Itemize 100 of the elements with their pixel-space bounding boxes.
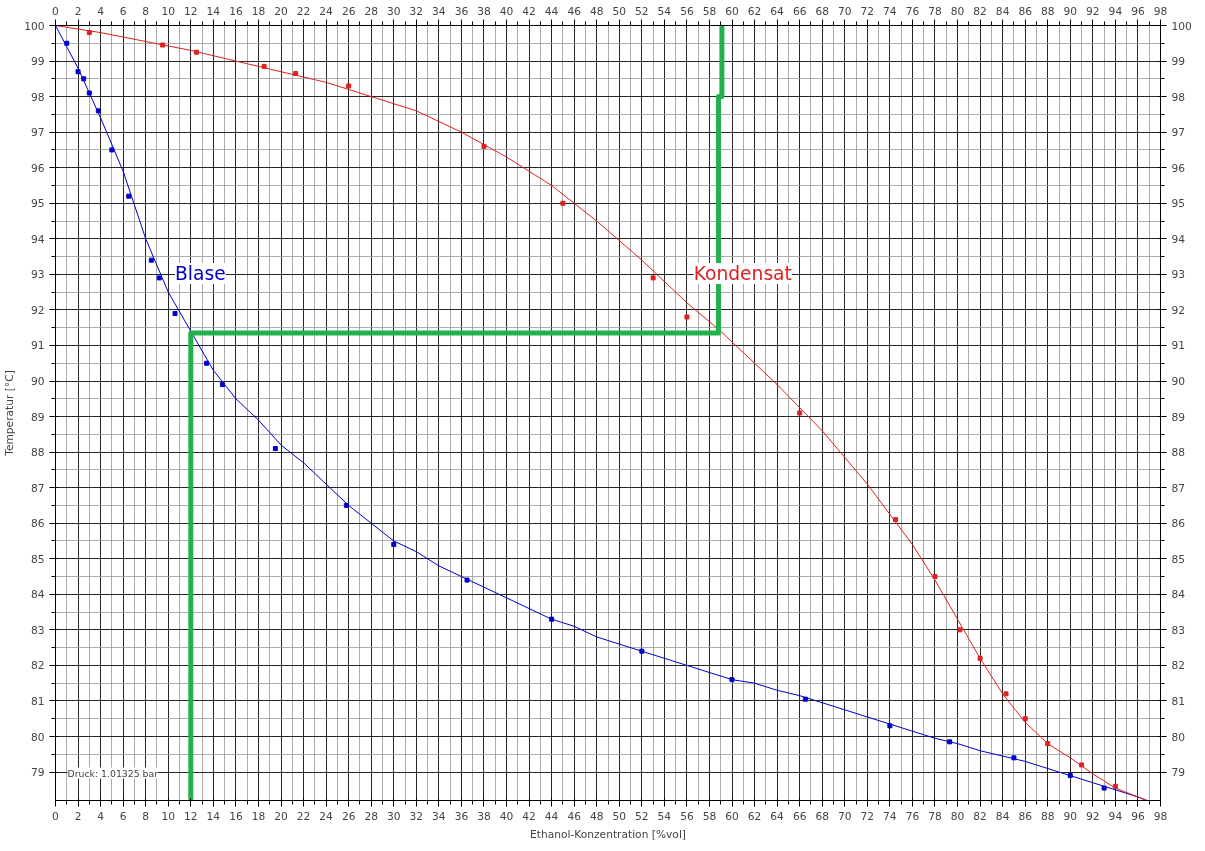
x2-tick-label: 26	[341, 809, 356, 823]
y2-tick-label: 99	[1171, 55, 1186, 69]
x2-tick-label: 16	[229, 809, 243, 823]
point	[639, 648, 645, 654]
x2-tick-label: 2	[74, 809, 82, 823]
x-tick-label: 70	[838, 4, 852, 18]
x-tick-label: 96	[1131, 4, 1145, 18]
point	[391, 542, 397, 548]
x-tick-label: 30	[386, 4, 401, 18]
point	[560, 200, 566, 206]
x2-tick-label: 38	[477, 809, 491, 823]
point	[957, 627, 963, 633]
y-tick-label: 90	[30, 375, 45, 388]
point	[95, 108, 101, 114]
x-tick-label: 2	[74, 4, 82, 18]
x-tick-label: 42	[522, 4, 536, 18]
y2-tick-label: 87	[1171, 481, 1186, 495]
x-tick-label: 34	[432, 4, 446, 18]
y-tick-label: 96	[30, 161, 45, 175]
y-tick-label: 97	[30, 126, 45, 140]
y-tick-label: 86	[30, 517, 45, 531]
y2-tick-label: 94	[1171, 232, 1186, 246]
x-tick-label: 80	[950, 4, 965, 18]
point	[160, 42, 166, 48]
x2-tick-label: 80	[950, 809, 965, 823]
y2-tick-label: 82	[1171, 659, 1186, 673]
point	[193, 49, 199, 55]
x2-tick-label: 96	[1131, 809, 1145, 823]
x2-tick-label: 82	[973, 809, 987, 823]
point	[1022, 716, 1028, 722]
x2-tick-label: 10	[161, 809, 176, 823]
y2-tick-label: 91	[1171, 339, 1186, 353]
x-tick-label: 38	[477, 4, 491, 18]
point	[343, 502, 349, 508]
x2-tick-label: 78	[928, 809, 942, 823]
y-tick-label: 89	[30, 410, 45, 424]
point	[977, 655, 983, 661]
x2-tick-label: 60	[725, 809, 740, 823]
x-tick-label: 36	[454, 4, 469, 18]
y2-tick-label: 93	[1171, 268, 1186, 282]
x-tick-label: 28	[364, 4, 379, 18]
point	[684, 314, 690, 320]
y2-tick-label: 86	[1171, 517, 1186, 531]
x2-tick-label: 74	[883, 809, 897, 823]
y2-tick-label: 85	[1171, 552, 1186, 566]
point	[932, 574, 938, 580]
series-label: Kondensat	[693, 263, 792, 284]
x2-tick-label: 18	[251, 809, 266, 823]
point	[947, 739, 953, 745]
point	[109, 147, 115, 153]
point	[1067, 773, 1073, 779]
x-tick-label: 4	[97, 4, 105, 18]
point	[86, 90, 92, 96]
y-tick-label: 82	[30, 659, 45, 673]
x2-tick-label: 32	[409, 809, 424, 823]
point	[1112, 783, 1118, 789]
x-tick-label: 72	[860, 4, 875, 18]
point	[75, 69, 81, 75]
x-tick-label: 14	[206, 4, 221, 18]
x-tick-label: 24	[319, 4, 334, 18]
y-tick-label: 85	[30, 552, 45, 566]
x-tick-label: 12	[184, 4, 198, 18]
x-tick-label: 54	[657, 4, 672, 18]
x2-tick-label: 4	[97, 809, 105, 823]
x2-tick-label: 28	[364, 809, 379, 823]
x-tick-label: 88	[1040, 4, 1055, 18]
y2-tick-label: 90	[1171, 375, 1186, 388]
point	[261, 63, 267, 69]
y2-tick-label: 100	[1171, 19, 1193, 33]
x2-tick-label: 0	[52, 809, 60, 823]
y2-tick-label: 92	[1171, 303, 1186, 317]
x2-tick-label: 12	[184, 809, 198, 823]
y-tick-label: 80	[30, 730, 45, 744]
x2-tick-label: 46	[567, 809, 582, 823]
y-tick-label: 84	[30, 588, 45, 602]
x-tick-label: 64	[770, 4, 785, 18]
x-tick-label: 76	[905, 4, 920, 18]
x-tick-label: 74	[883, 4, 897, 18]
x-tick-label: 84	[995, 4, 1010, 18]
point	[893, 517, 899, 523]
point	[1003, 691, 1009, 697]
x2-tick-label: 94	[1108, 809, 1123, 823]
x2-tick-label: 64	[770, 809, 785, 823]
y2-tick-label: 81	[1171, 694, 1186, 708]
series-label: Blase	[175, 263, 226, 284]
x2-tick-label: 20	[274, 809, 289, 823]
x2-tick-label: 24	[319, 809, 334, 823]
x2-tick-label: 66	[792, 809, 807, 823]
y2-tick-label: 97	[1171, 126, 1186, 140]
x-tick-label: 20	[274, 4, 289, 18]
x-tick-label: 78	[928, 4, 942, 18]
x-tick-label: 32	[409, 4, 424, 18]
point	[293, 70, 299, 76]
x-tick-label: 26	[341, 4, 356, 18]
x2-tick-label: 56	[680, 809, 694, 823]
x2-tick-label: 62	[747, 809, 762, 823]
x2-tick-label: 36	[454, 809, 469, 823]
x2-tick-label: 58	[702, 809, 717, 823]
y2-tick-label: 80	[1171, 730, 1186, 744]
x2-tick-label: 6	[119, 809, 127, 823]
